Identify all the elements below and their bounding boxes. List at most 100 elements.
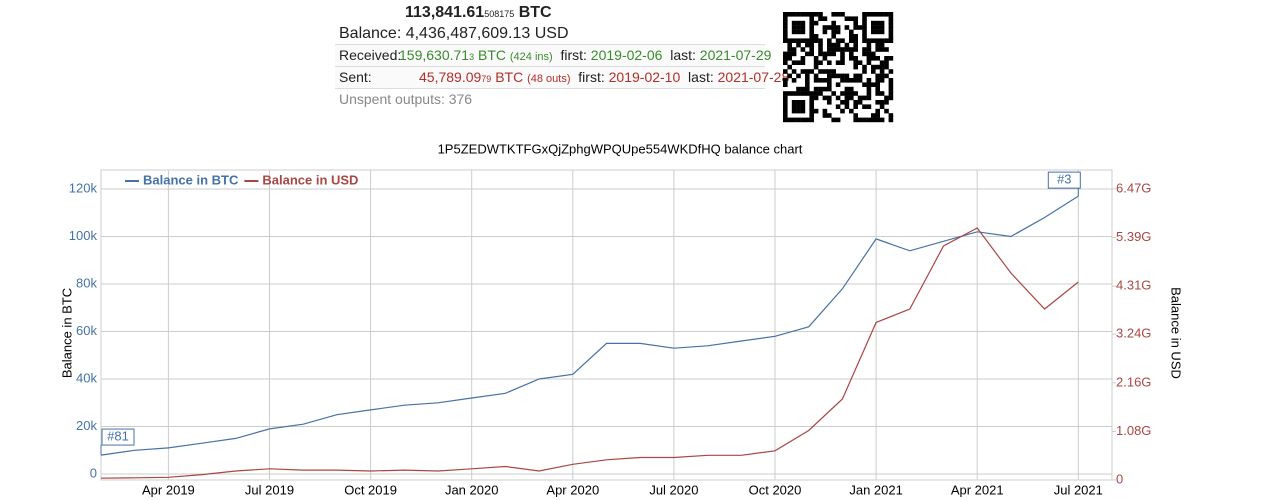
qr-module — [796, 60, 801, 65]
qr-module — [840, 12, 845, 17]
qr-module — [796, 42, 801, 48]
qr-module — [840, 73, 845, 79]
qr-module — [827, 69, 832, 74]
qr-module — [800, 20, 806, 26]
qr-module — [835, 60, 841, 65]
qr-module — [791, 51, 797, 57]
y2-tick-label: 1.08G — [1116, 423, 1151, 438]
y2-tick-label: 0 — [1116, 471, 1123, 486]
qr-module — [818, 47, 823, 52]
qr-module — [831, 29, 836, 35]
qr-module — [805, 42, 810, 48]
qr-module — [844, 104, 850, 109]
qr-module — [783, 69, 788, 74]
qr-module — [888, 34, 894, 39]
y2-tick-label: 2.16G — [1116, 374, 1151, 389]
legend-label: Balance in USD — [262, 172, 358, 187]
qr-module — [796, 91, 801, 96]
count: (424 ins) — [509, 51, 553, 63]
qr-module — [831, 25, 836, 30]
qr-module — [827, 47, 832, 52]
qr-module — [809, 100, 814, 105]
qr-module — [866, 56, 872, 61]
qr-module — [853, 38, 858, 43]
qr-module — [888, 12, 894, 17]
qr-module — [849, 95, 854, 101]
qr-module — [818, 60, 823, 65]
qr-module — [827, 86, 832, 92]
qr-module — [813, 34, 819, 39]
qr-module — [862, 38, 867, 43]
last-date: 2021-07-28 — [717, 69, 790, 85]
qr-module — [796, 100, 801, 105]
qr-module — [875, 86, 880, 92]
qr-module — [857, 95, 863, 101]
qr-module — [844, 42, 850, 48]
flag-label: #3 — [1057, 172, 1071, 187]
qr-module — [879, 38, 885, 43]
qr-module — [835, 25, 841, 30]
qr-module — [809, 16, 814, 21]
qr-module — [884, 108, 889, 114]
qr-module — [875, 56, 880, 61]
amount-small: 79 — [481, 74, 492, 84]
qr-module — [818, 69, 823, 74]
qr-module — [787, 47, 792, 52]
qr-module — [813, 64, 819, 70]
qr-module — [875, 64, 880, 70]
qr-module — [809, 95, 814, 101]
qr-module — [796, 29, 801, 35]
qr-module — [809, 20, 814, 26]
x-tick-label: Oct 2020 — [749, 482, 802, 497]
received-row: Received:159,630.713 BTC (424 ins) first… — [335, 44, 771, 66]
qr-module — [879, 60, 885, 65]
qr-module — [805, 51, 810, 57]
qr-module — [813, 86, 819, 92]
count: (48 outs) — [527, 73, 571, 85]
qr-module — [796, 38, 801, 43]
qr-module — [862, 95, 867, 101]
btc-balance: 113,841.61 — [405, 4, 485, 21]
qr-module — [813, 95, 819, 101]
qr-module — [818, 12, 823, 17]
qr-module — [791, 108, 797, 114]
qr-module — [800, 69, 806, 74]
qr-module — [888, 78, 894, 83]
qr-module — [791, 60, 797, 65]
qr-module — [857, 117, 863, 123]
qr-module — [783, 78, 788, 83]
qr-module — [875, 47, 880, 52]
x-tick-label: Jul 2021 — [1054, 482, 1103, 497]
qr-module — [805, 38, 810, 43]
qr-module — [827, 82, 832, 87]
x-tick-label: Oct 2019 — [344, 482, 397, 497]
qr-module — [862, 69, 867, 74]
qr-module — [783, 82, 788, 87]
x-tick-label: Apr 2020 — [546, 482, 599, 497]
qr-module — [800, 117, 806, 123]
qr-module — [809, 117, 814, 123]
qr-module — [827, 60, 832, 65]
qr-module — [853, 20, 858, 26]
qr-module — [871, 25, 876, 30]
qr-module — [809, 113, 814, 118]
qr-module — [822, 25, 828, 30]
qr-module — [853, 78, 858, 83]
qr-module — [831, 42, 836, 48]
qr-module — [862, 64, 867, 70]
qr-module — [787, 73, 792, 79]
qr-module — [875, 113, 880, 118]
qr-module — [791, 47, 797, 52]
qr-module — [888, 16, 894, 21]
qr-module — [866, 38, 872, 43]
qr-module — [849, 56, 854, 61]
qr-module — [813, 12, 819, 17]
qr-module — [840, 100, 845, 105]
qr-module — [875, 100, 880, 105]
qr-module — [888, 29, 894, 35]
qr-module — [818, 86, 823, 92]
qr-module — [783, 91, 788, 96]
qr-module — [835, 38, 841, 43]
qr-module — [835, 117, 841, 123]
btc-balance-small: 508175 — [484, 9, 515, 19]
